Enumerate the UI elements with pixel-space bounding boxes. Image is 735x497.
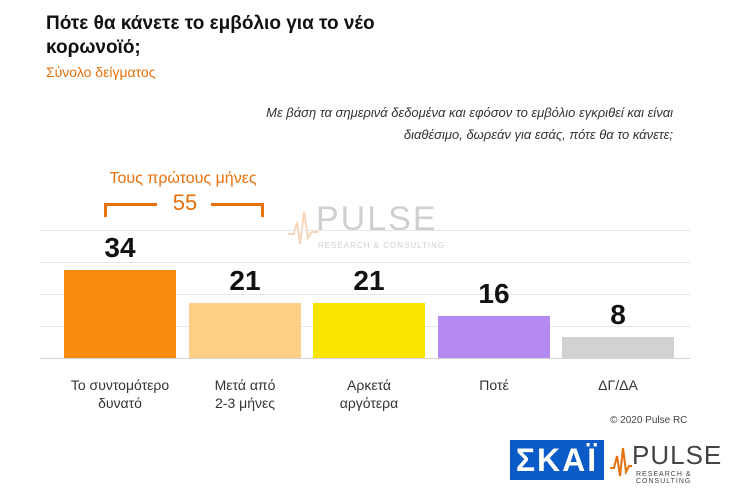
pollster-logo: PULSE RESEARCH & CONSULTING: [610, 440, 730, 485]
broadcaster-logo: ΣΚΑΪ: [510, 440, 604, 480]
bar: [313, 303, 425, 358]
bar: [64, 270, 176, 358]
pollster-name: PULSE: [632, 440, 723, 470]
survey-question: Με βάση τα σημερινά δεδομένα και εφόσον …: [266, 105, 673, 142]
data-label: 21: [353, 265, 385, 296]
x-axis-baseline: [40, 358, 690, 359]
annotation-bracket: [104, 203, 264, 217]
bar: [189, 303, 301, 358]
data-label: 8: [610, 299, 626, 330]
pulse-watermark: PULSE RESEARCH & CONSULTING: [288, 200, 458, 260]
category-label: Ποτέ: [479, 377, 509, 393]
copyright: © 2020 Pulse RC: [610, 415, 688, 426]
pulse-line-icon: [288, 211, 318, 245]
annotation-value: 55: [165, 190, 205, 216]
watermark-tagline: RESEARCH & CONSULTING: [318, 241, 446, 250]
category-label: ΔΓ/ΔΑ: [598, 377, 638, 393]
grid-line: [40, 262, 690, 263]
grid-line: [40, 294, 690, 295]
data-label: 21: [229, 265, 261, 296]
pulse-line-icon: [610, 447, 632, 477]
pollster-tagline: RESEARCH & CONSULTING: [636, 471, 692, 485]
annotation-label: Τους πρώτους μήνες: [109, 170, 257, 187]
category-label: Μετά από 2-3 μήνες: [214, 377, 276, 411]
bar: [562, 337, 674, 358]
category-label: Το συντομότερο δυνατό: [70, 377, 170, 411]
watermark-name: PULSE: [316, 200, 438, 238]
data-label: 16: [478, 278, 510, 309]
chart-subtitle: Σύνολο δείγματος: [46, 64, 156, 80]
category-label: Αρκετά αργότερα: [339, 377, 399, 411]
bar: [438, 316, 550, 358]
data-label: 34: [104, 232, 136, 263]
chart-title: Πότε θα κάνετε το εμβόλιο για το νέο κορ…: [46, 13, 375, 58]
grid-line: [40, 230, 690, 231]
